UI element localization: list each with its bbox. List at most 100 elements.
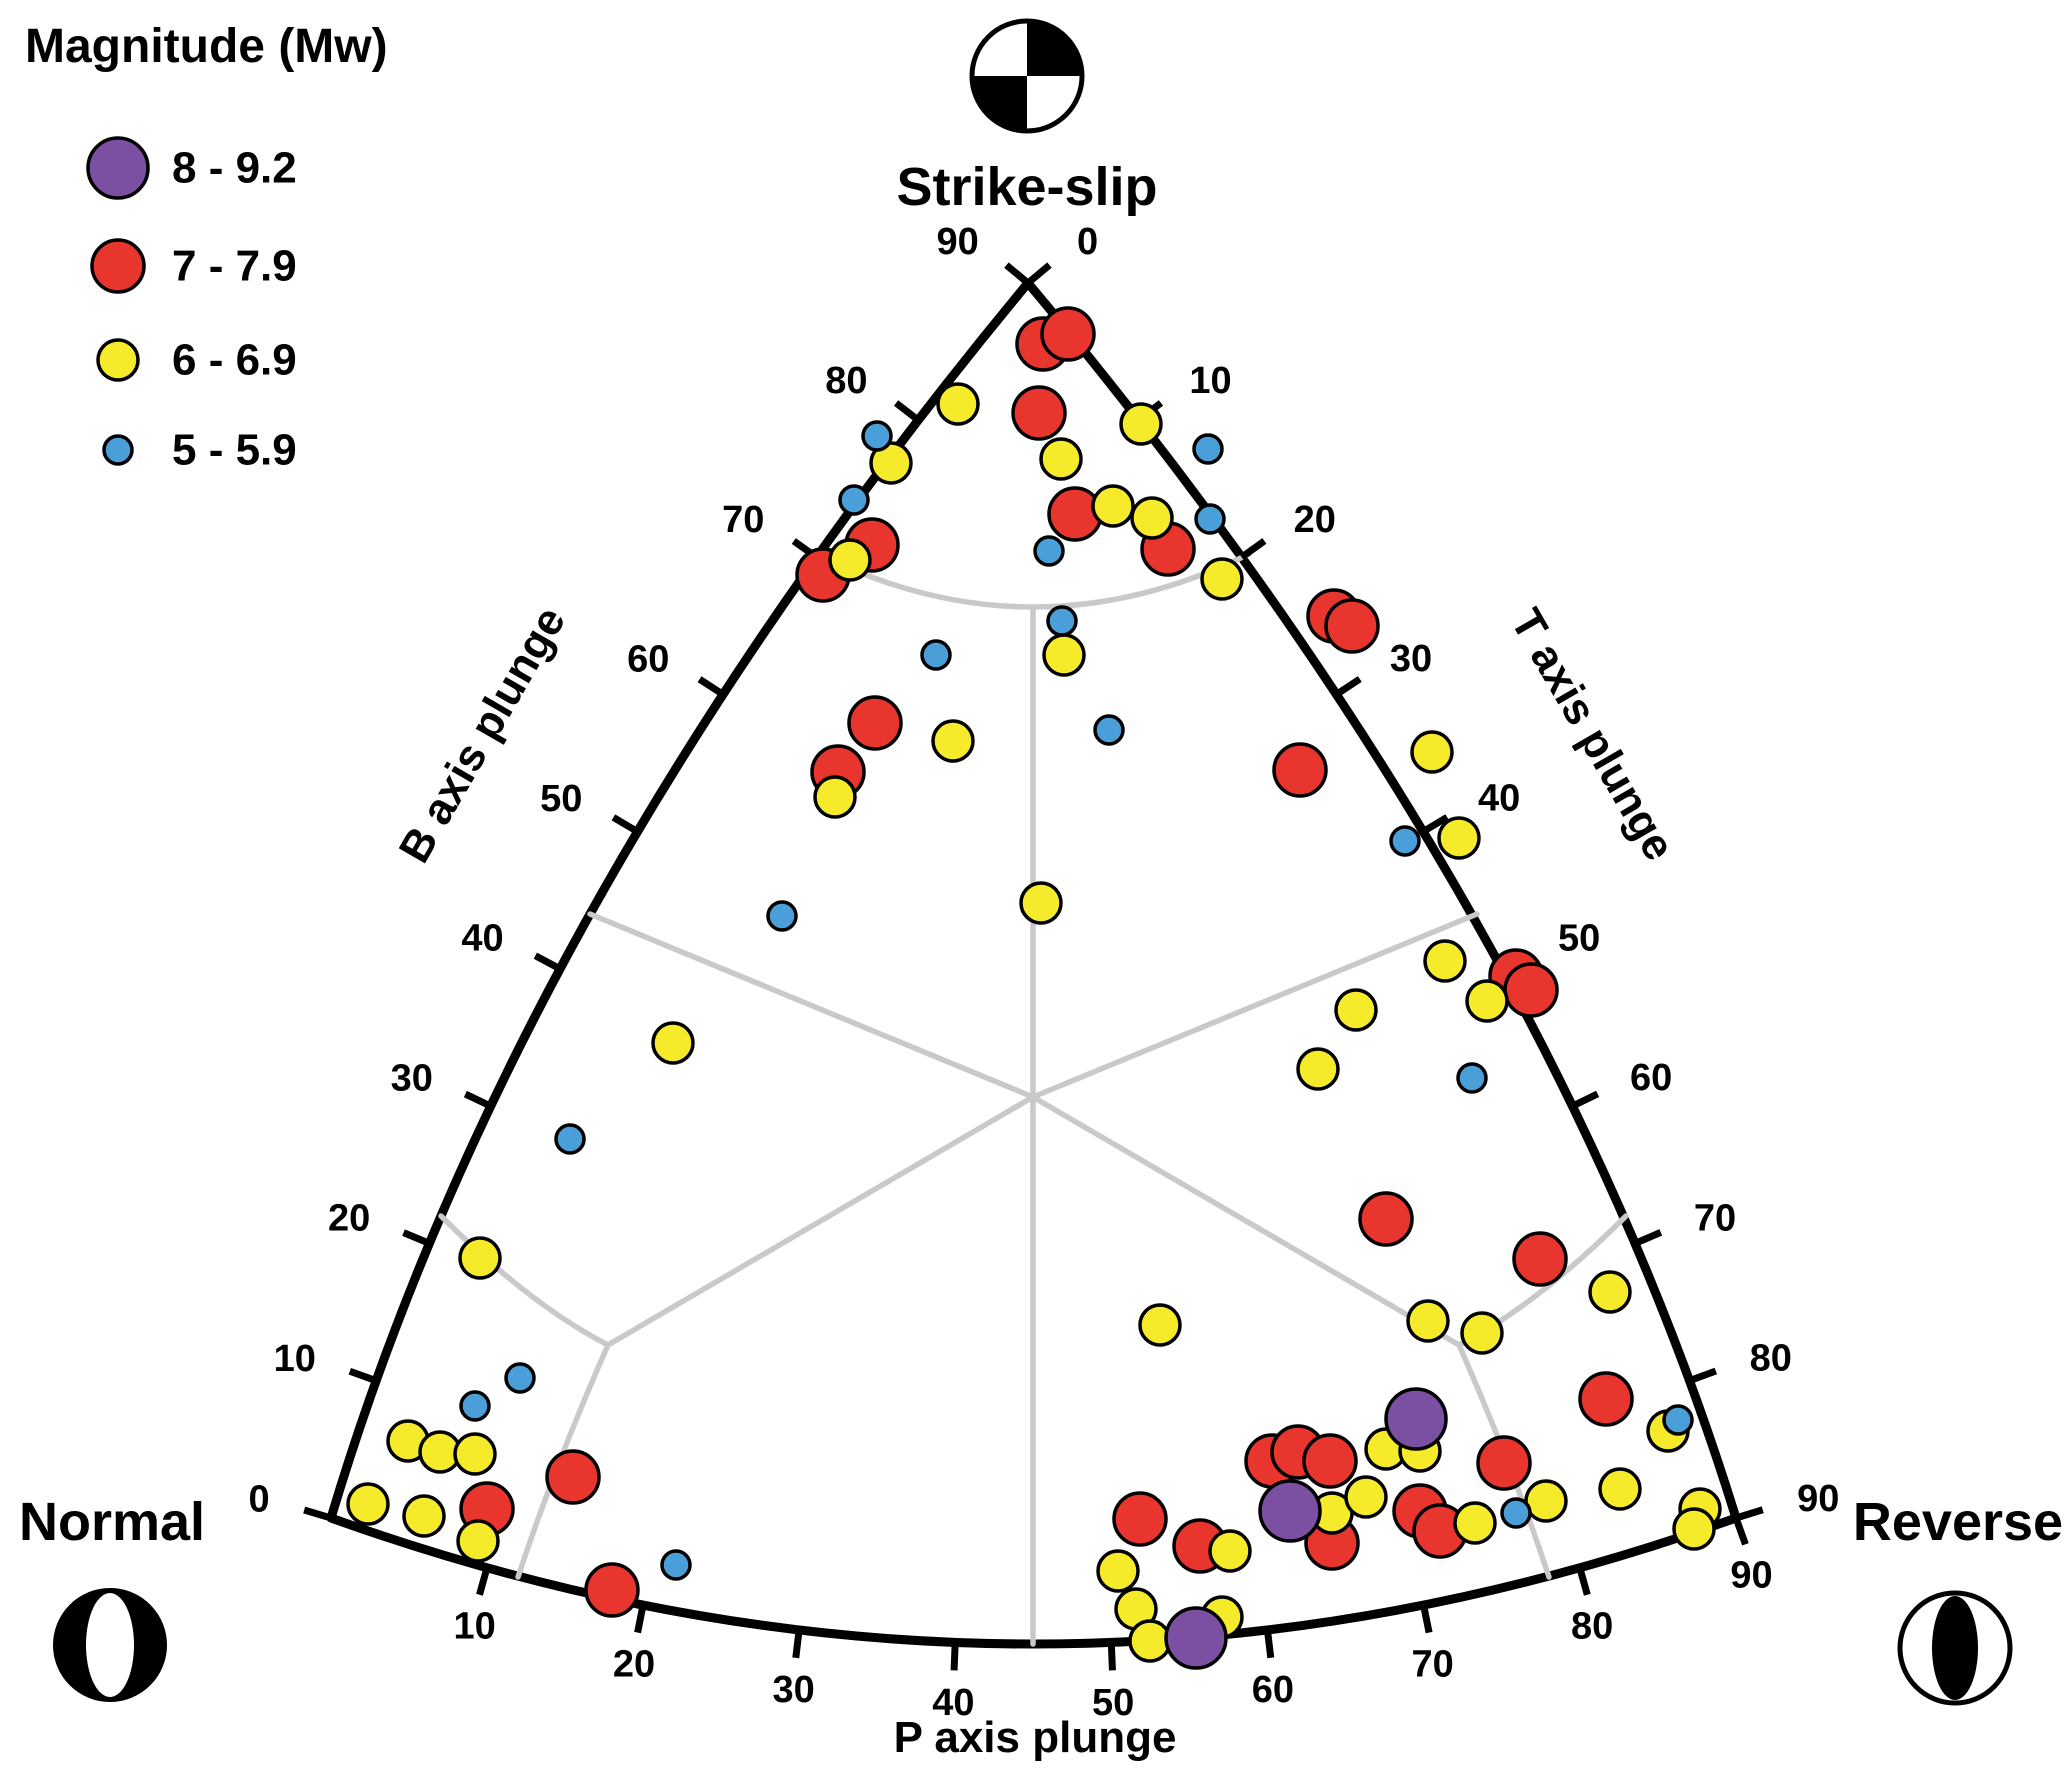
axis-tick bbox=[402, 1229, 431, 1247]
b-axis-title: B axis plunge bbox=[390, 599, 575, 871]
data-point-mag-7-7.9 bbox=[1040, 306, 1096, 362]
data-point-mag-6-6.9 bbox=[1138, 1303, 1182, 1347]
axis-tick bbox=[1734, 1506, 1764, 1522]
data-point-mag-7-7.9 bbox=[1011, 385, 1067, 441]
data-point-mag-6-6.9 bbox=[1042, 633, 1086, 677]
tick-label: 70 bbox=[1411, 1644, 1453, 1686]
data-point-mag-8-9.2 bbox=[1384, 1387, 1448, 1451]
tick-label: 90 bbox=[936, 221, 978, 263]
tick-label: 60 bbox=[627, 638, 669, 680]
tick-label: 0 bbox=[1077, 221, 1098, 263]
tick-label: 50 bbox=[1558, 917, 1600, 959]
axis-tick bbox=[1421, 814, 1449, 835]
data-point-mag-6-6.9 bbox=[1453, 1501, 1497, 1545]
tick-label: 40 bbox=[932, 1682, 974, 1724]
legend-item-label: 8 - 9.2 bbox=[172, 144, 297, 193]
axis-tick bbox=[792, 1629, 803, 1659]
data-point-mag-7-7.9 bbox=[1324, 598, 1380, 654]
axis-tick bbox=[893, 400, 921, 423]
data-point-mag-7-7.9 bbox=[1512, 1231, 1568, 1287]
t-axis-title: T axis plunge bbox=[1501, 601, 1684, 869]
data-point-mag-6-6.9 bbox=[1344, 1475, 1388, 1519]
data-point-mag-6-6.9 bbox=[1437, 816, 1481, 860]
tick-label: 50 bbox=[540, 778, 582, 820]
data-point-mag-5-5.9 bbox=[766, 900, 798, 932]
data-point-mag-6-6.9 bbox=[456, 1519, 500, 1563]
axis-tick bbox=[533, 952, 562, 972]
data-point-mag-6-6.9 bbox=[813, 775, 857, 819]
data-point-mag-7-7.9 bbox=[1302, 1433, 1358, 1489]
data-point-mag-5-5.9 bbox=[1046, 605, 1078, 637]
axis-tick bbox=[463, 1090, 493, 1110]
data-point-mag-6-6.9 bbox=[453, 1432, 497, 1476]
axis-tick bbox=[634, 1604, 647, 1634]
data-point-mag-6-6.9 bbox=[1208, 1529, 1252, 1573]
data-point-mag-7-7.9 bbox=[1503, 962, 1559, 1018]
data-point-mag-5-5.9 bbox=[1662, 1404, 1694, 1436]
axis-tick bbox=[697, 676, 725, 698]
axis-tick bbox=[348, 1367, 378, 1384]
tick-label: 10 bbox=[454, 1605, 496, 1647]
data-point-mag-5-5.9 bbox=[554, 1123, 586, 1155]
normal-beachball-icon bbox=[53, 1588, 167, 1702]
tick-label: 60 bbox=[1630, 1057, 1672, 1099]
tick-label: 10 bbox=[274, 1338, 316, 1380]
tick-label: 0 bbox=[249, 1479, 270, 1521]
data-point-mag-7-7.9 bbox=[847, 695, 903, 751]
tick-label: 40 bbox=[1478, 778, 1520, 820]
data-point-mag-6-6.9 bbox=[1406, 1299, 1450, 1343]
data-point-mag-5-5.9 bbox=[1500, 1497, 1532, 1529]
strike-slip-label: Strike-slip bbox=[896, 157, 1157, 217]
data-point-mag-6-6.9 bbox=[1410, 730, 1454, 774]
data-point-mag-7-7.9 bbox=[1272, 742, 1328, 798]
axis-tick bbox=[303, 1506, 333, 1522]
data-point-mag-6-6.9 bbox=[1096, 1549, 1140, 1593]
axis-tick bbox=[1004, 262, 1031, 286]
tick-label: 50 bbox=[1092, 1682, 1134, 1724]
data-point-mag-5-5.9 bbox=[861, 420, 893, 452]
data-point-mag-7-7.9 bbox=[1358, 1191, 1414, 1247]
data-point-mag-5-5.9 bbox=[459, 1390, 491, 1422]
tick-label: 30 bbox=[773, 1669, 815, 1711]
data-point-mag-6-6.9 bbox=[936, 382, 980, 426]
data-point-mag-6-6.9 bbox=[1200, 557, 1244, 601]
data-point-mag-5-5.9 bbox=[660, 1549, 692, 1581]
data-point-mag-6-6.9 bbox=[402, 1494, 446, 1538]
data-point-mag-6-6.9 bbox=[1130, 496, 1174, 540]
data-point-mag-6-6.9 bbox=[1128, 1619, 1172, 1663]
data-point-mag-5-5.9 bbox=[838, 484, 870, 516]
p-axis-title: P axis plunge bbox=[894, 1713, 1177, 1762]
data-point-mag-6-6.9 bbox=[828, 538, 872, 582]
axis-tick bbox=[1420, 1604, 1433, 1634]
data-point-mag-6-6.9 bbox=[1598, 1467, 1642, 1511]
normal-label: Normal bbox=[19, 1492, 205, 1552]
boundary-ray-downright bbox=[1030, 1094, 1462, 1348]
strike-slip-beachball-icon bbox=[969, 18, 1085, 134]
axis-tick bbox=[1263, 1629, 1275, 1659]
tick-label: 80 bbox=[825, 360, 867, 402]
data-point-mag-7-7.9 bbox=[545, 1449, 601, 1505]
tick-label: 10 bbox=[1189, 360, 1231, 402]
data-point-mag-8-9.2 bbox=[1164, 1606, 1228, 1670]
data-point-mag-6-6.9 bbox=[931, 719, 975, 763]
tick-label: 80 bbox=[1750, 1338, 1792, 1380]
tick-label: 90 bbox=[1797, 1478, 1839, 1520]
data-point-mag-6-6.9 bbox=[1588, 1270, 1632, 1314]
legend-swatch bbox=[86, 136, 150, 200]
data-point-mag-6-6.9 bbox=[1039, 437, 1083, 481]
data-point-mag-6-6.9 bbox=[1119, 402, 1163, 446]
data-point-mag-6-6.9 bbox=[346, 1482, 390, 1526]
data-point-mag-6-6.9 bbox=[1019, 881, 1063, 925]
data-point-mag-5-5.9 bbox=[1194, 503, 1226, 535]
data-point-mag-6-6.9 bbox=[1672, 1507, 1716, 1551]
boundary-ray-upleft bbox=[587, 911, 1036, 1100]
tick-label: 20 bbox=[1294, 499, 1336, 541]
p-axis-ticks: 10 20 30 40 50 60 70 80 90 bbox=[454, 1516, 1773, 1724]
tick-label: 90 bbox=[1730, 1555, 1772, 1597]
tick-label: 30 bbox=[391, 1058, 433, 1100]
boundary-ray-upright bbox=[1030, 911, 1480, 1100]
axis-tick bbox=[950, 1642, 959, 1671]
data-point-mag-7-7.9 bbox=[1578, 1371, 1634, 1427]
data-point-mag-7-7.9 bbox=[1112, 1491, 1168, 1547]
